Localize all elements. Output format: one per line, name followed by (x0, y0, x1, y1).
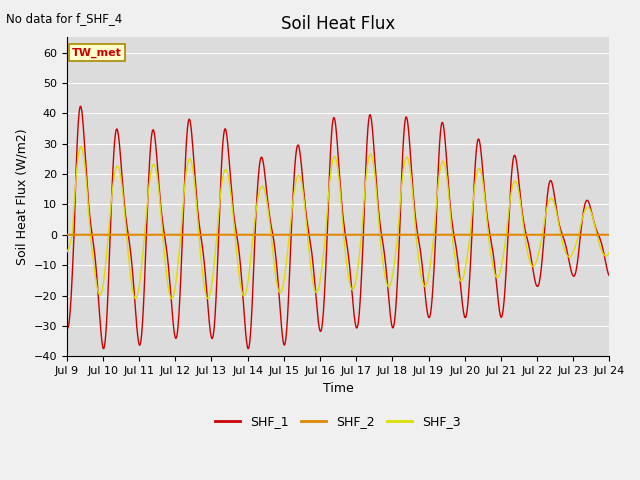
Legend: SHF_1, SHF_2, SHF_3: SHF_1, SHF_2, SHF_3 (210, 410, 466, 433)
Text: TW_met: TW_met (72, 48, 122, 58)
Title: Soil Heat Flux: Soil Heat Flux (281, 15, 396, 33)
X-axis label: Time: Time (323, 382, 353, 395)
Y-axis label: Soil Heat Flux (W/m2): Soil Heat Flux (W/m2) (15, 129, 28, 265)
Text: No data for f_SHF_4: No data for f_SHF_4 (6, 12, 123, 25)
